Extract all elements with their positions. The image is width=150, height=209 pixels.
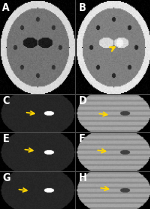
- Text: F: F: [78, 134, 85, 144]
- Text: D: D: [78, 96, 86, 106]
- Text: G: G: [2, 173, 10, 183]
- Text: A: A: [2, 3, 10, 13]
- Text: B: B: [78, 3, 85, 13]
- Text: E: E: [2, 134, 9, 144]
- Text: C: C: [2, 96, 9, 106]
- Text: H: H: [78, 173, 86, 183]
